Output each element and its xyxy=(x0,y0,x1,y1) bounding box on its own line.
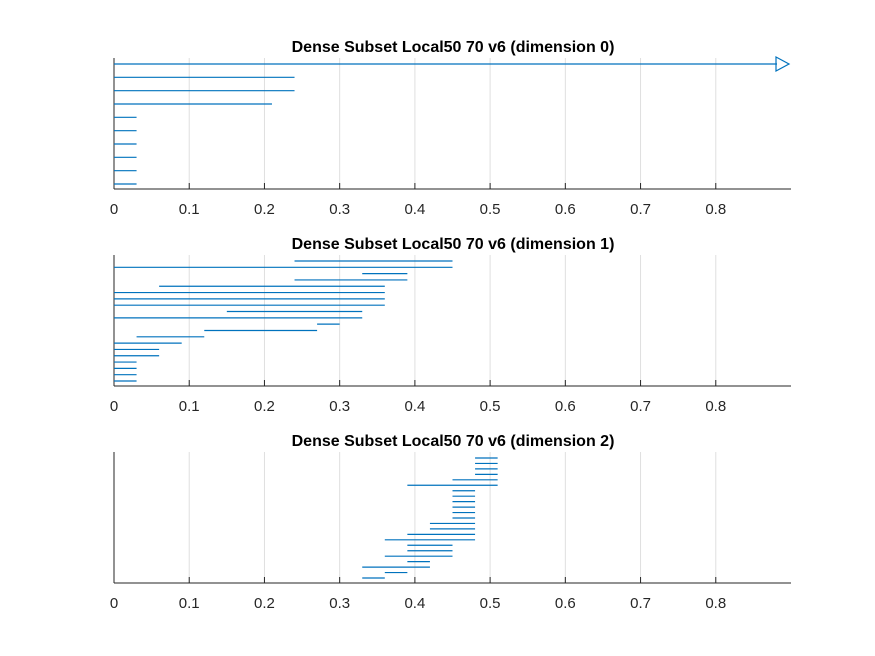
x-tick-label: 0 xyxy=(110,201,118,218)
panel-title: Dense Subset Local50 70 v6 (dimension 1) xyxy=(292,236,615,253)
x-tick-label: 0.4 xyxy=(404,398,425,415)
panel-title: Dense Subset Local50 70 v6 (dimension 2) xyxy=(292,433,615,450)
x-tick-label: 0.3 xyxy=(329,398,350,415)
x-tick-label: 0.1 xyxy=(179,595,200,612)
x-tick-label: 0 xyxy=(110,595,118,612)
x-tick-label: 0.5 xyxy=(480,595,501,612)
x-tick-label: 0.3 xyxy=(329,595,350,612)
panel-title: Dense Subset Local50 70 v6 (dimension 0) xyxy=(292,39,615,56)
x-tick-label: 0.8 xyxy=(705,201,726,218)
x-tick-label: 0.6 xyxy=(555,201,576,218)
x-tick-label: 0.5 xyxy=(480,398,501,415)
infinite-arrow-marker xyxy=(775,55,791,73)
x-tick-label: 0.3 xyxy=(329,201,350,218)
barcode-panel-dimension-2: Dense Subset Local50 70 v6 (dimension 2)… xyxy=(110,433,791,612)
x-tick-label: 0.7 xyxy=(630,201,651,218)
x-tick-label: 0.2 xyxy=(254,595,275,612)
x-tick-label: 0.7 xyxy=(630,398,651,415)
x-tick-label: 0.4 xyxy=(404,595,425,612)
x-tick-label: 0 xyxy=(110,398,118,415)
x-tick-label: 0.6 xyxy=(555,595,576,612)
barcode-panel-dimension-0: Dense Subset Local50 70 v6 (dimension 0)… xyxy=(110,39,791,218)
x-tick-label: 0.1 xyxy=(179,398,200,415)
x-tick-label: 0.7 xyxy=(630,595,651,612)
x-tick-label: 0.4 xyxy=(404,201,425,218)
x-tick-label: 0.2 xyxy=(254,398,275,415)
x-tick-label: 0.5 xyxy=(480,201,501,218)
x-tick-label: 0.1 xyxy=(179,201,200,218)
x-tick-label: 0.8 xyxy=(705,398,726,415)
x-tick-label: 0.6 xyxy=(555,398,576,415)
x-tick-label: 0.2 xyxy=(254,201,275,218)
x-tick-label: 0.8 xyxy=(705,595,726,612)
barcode-panel-dimension-1: Dense Subset Local50 70 v6 (dimension 1)… xyxy=(110,236,791,415)
